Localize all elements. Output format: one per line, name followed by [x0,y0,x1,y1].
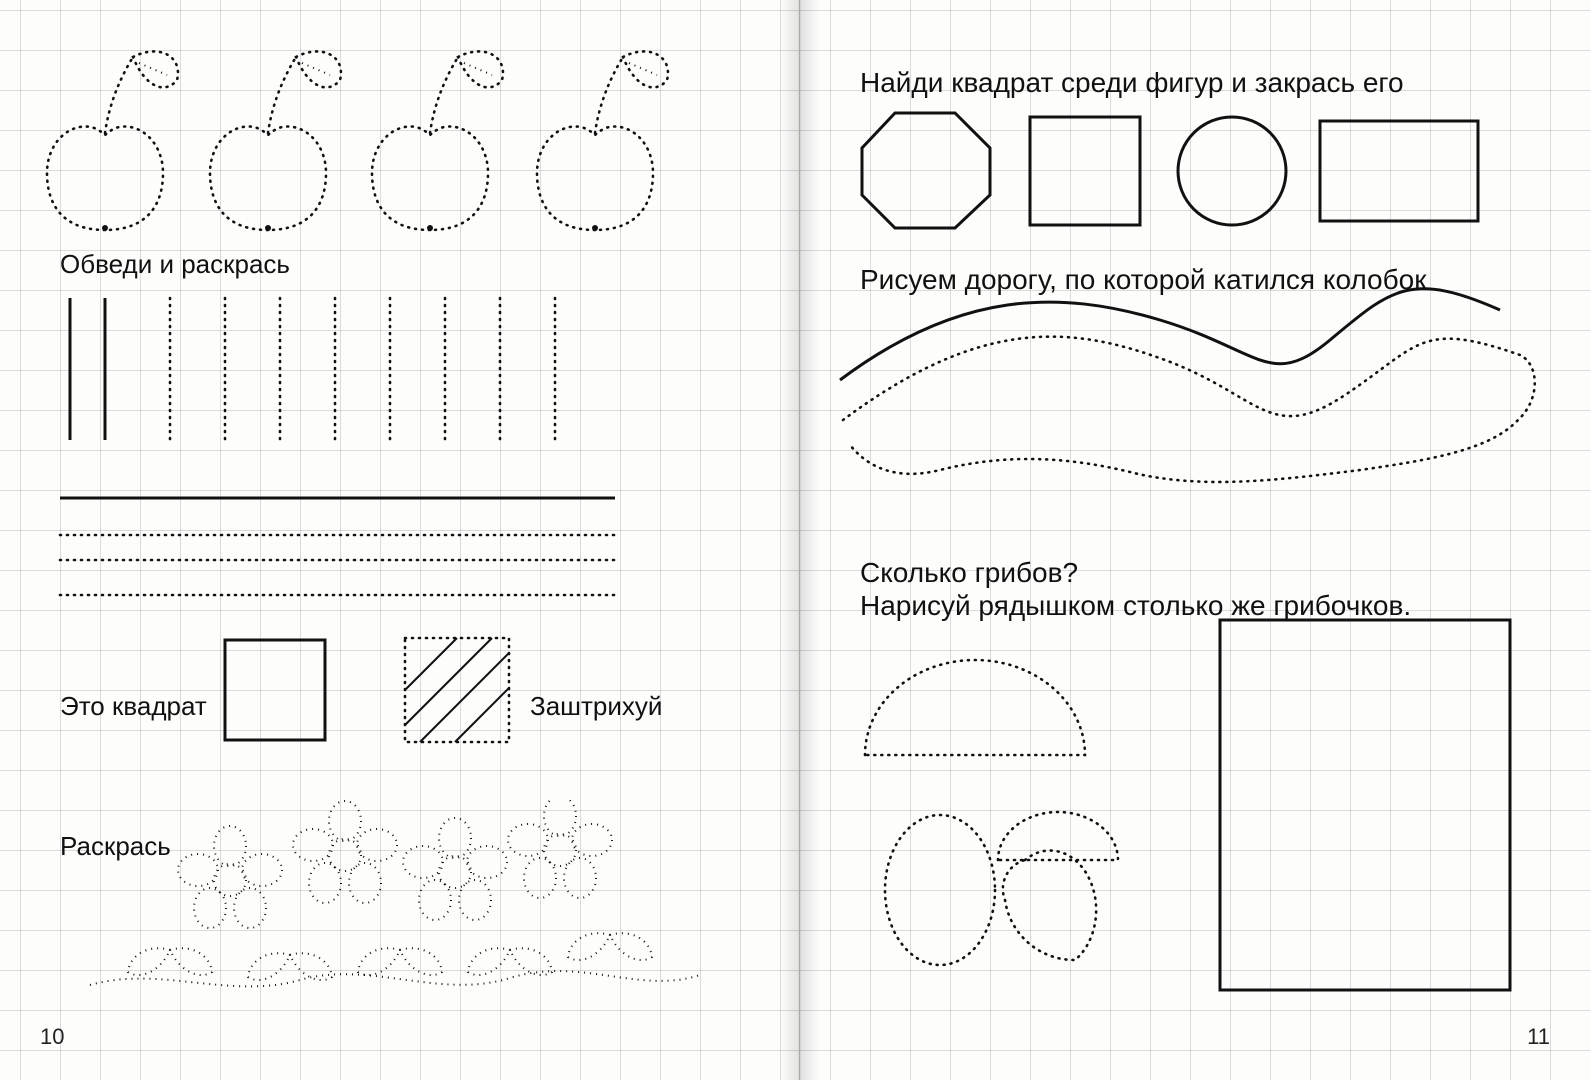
page-right: Найди квадрат среди фигур и закрась его … [800,0,1590,1080]
circle-shape [1178,117,1286,225]
apple-tracing-row [0,0,800,260]
page-number-right: 11 [1527,1024,1550,1050]
caption-trace: Обведи и раскрась [60,248,290,281]
page-left: Обведи и раскрась Это квадрат Заштрихуй [0,0,800,1080]
horizontal-lines-exercise [0,480,800,620]
flower-border [0,800,800,1030]
task-how-many-mushrooms-1: Сколько грибов? [860,555,1078,590]
vertical-lines-exercise [0,290,800,490]
workbook-spread: Обведи и раскрась Это квадрат Заштрихуй [0,0,1590,1080]
square-shape [1030,117,1140,225]
page-number-left: 10 [40,1024,64,1050]
rectangle-shape [1320,121,1478,221]
octagon-shape [862,113,990,228]
shape-row [800,95,1590,255]
road-tracing [800,260,1590,530]
answer-box [1220,620,1510,990]
square-exercise [0,620,800,780]
mushrooms-and-box [800,600,1590,1040]
